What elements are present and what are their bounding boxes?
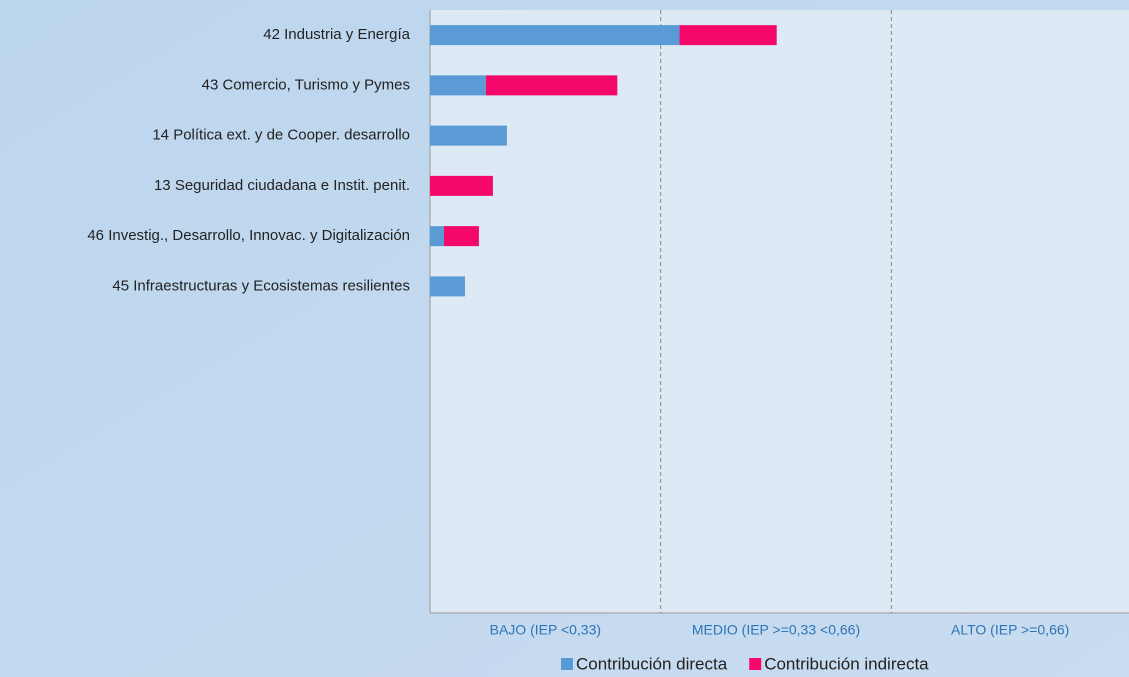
bar-segment [430, 25, 680, 46]
bar-segment [430, 175, 493, 196]
x-band-label: ALTO (IEP >=0,66) [951, 622, 1069, 638]
bar-segment [430, 75, 486, 96]
plot-area [430, 10, 1129, 613]
y-tick-label: 14 Política ext. y de Cooper. desarrollo [152, 127, 410, 144]
legend-label: Contribución indirecta [764, 654, 929, 673]
bar-segment [430, 125, 507, 146]
y-tick-label: 43 Comercio, Turismo y Pymes [202, 76, 410, 93]
y-tick-label: 45 Infraestructuras y Ecosistemas resili… [112, 277, 410, 294]
bar-segment [430, 226, 444, 247]
y-tick-label: 46 Investig., Desarrollo, Innovac. y Dig… [87, 227, 410, 244]
x-band-label: MEDIO (IEP >=0,33 <0,66) [692, 622, 860, 638]
y-tick-label: 42 Industria y Energía [263, 26, 410, 43]
legend-swatch [561, 658, 573, 670]
legend-label: Contribución directa [576, 654, 728, 673]
bar-segment [485, 75, 618, 96]
bar-segment [679, 25, 777, 46]
x-band-label: BAJO (IEP <0,33) [490, 622, 601, 638]
legend-swatch [749, 658, 762, 670]
y-tick-label: 13 Seguridad ciudadana e Instit. penit. [154, 177, 410, 194]
bar-segment [443, 226, 479, 247]
bar-segment [430, 276, 465, 297]
